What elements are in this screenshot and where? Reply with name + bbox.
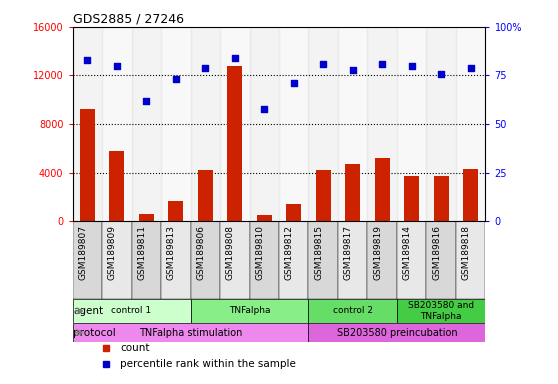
Bar bbox=[456, 27, 485, 221]
Bar bbox=[73, 323, 309, 342]
Bar bbox=[426, 221, 456, 299]
Text: protocol: protocol bbox=[73, 328, 116, 338]
Text: GSM189816: GSM189816 bbox=[432, 225, 441, 280]
Bar bbox=[73, 221, 102, 299]
Point bbox=[171, 76, 180, 83]
Bar bbox=[338, 221, 368, 299]
Bar bbox=[345, 164, 360, 221]
Bar bbox=[279, 221, 309, 299]
Text: control 2: control 2 bbox=[333, 306, 373, 315]
Bar bbox=[102, 27, 132, 221]
Bar bbox=[368, 221, 397, 299]
Bar bbox=[228, 66, 242, 221]
Bar bbox=[434, 176, 449, 221]
Bar bbox=[190, 299, 309, 323]
Bar bbox=[198, 170, 213, 221]
Text: GSM189812: GSM189812 bbox=[285, 225, 294, 280]
Bar bbox=[161, 221, 190, 299]
Bar bbox=[132, 221, 161, 299]
Bar bbox=[463, 169, 478, 221]
Point bbox=[260, 106, 269, 112]
Bar bbox=[397, 27, 426, 221]
Text: GSM189807: GSM189807 bbox=[78, 225, 87, 280]
Bar bbox=[80, 109, 95, 221]
Bar bbox=[426, 27, 456, 221]
Text: control 1: control 1 bbox=[112, 306, 152, 315]
Bar bbox=[132, 27, 161, 221]
Point bbox=[201, 65, 210, 71]
Text: agent: agent bbox=[73, 306, 103, 316]
Text: GSM189815: GSM189815 bbox=[314, 225, 323, 280]
Bar bbox=[397, 299, 485, 323]
Point bbox=[112, 63, 121, 69]
Text: GSM189813: GSM189813 bbox=[167, 225, 176, 280]
Bar bbox=[73, 27, 102, 221]
Text: GSM189808: GSM189808 bbox=[226, 225, 235, 280]
Text: TNFalpha stimulation: TNFalpha stimulation bbox=[139, 328, 242, 338]
Bar bbox=[249, 221, 279, 299]
Bar bbox=[375, 158, 389, 221]
Bar bbox=[405, 176, 419, 221]
Text: GDS2885 / 27246: GDS2885 / 27246 bbox=[73, 13, 184, 26]
Bar bbox=[309, 323, 485, 342]
Text: TNFalpha: TNFalpha bbox=[229, 306, 270, 315]
Bar bbox=[249, 27, 279, 221]
Text: percentile rank within the sample: percentile rank within the sample bbox=[120, 359, 296, 369]
Bar bbox=[338, 27, 368, 221]
Text: GSM189810: GSM189810 bbox=[255, 225, 264, 280]
Bar bbox=[139, 214, 153, 221]
Bar bbox=[190, 221, 220, 299]
Text: SB203580 preincubation: SB203580 preincubation bbox=[336, 328, 458, 338]
Bar bbox=[309, 27, 338, 221]
Point bbox=[466, 65, 475, 71]
Bar bbox=[109, 151, 124, 221]
Bar bbox=[220, 221, 249, 299]
Text: count: count bbox=[120, 343, 150, 353]
Bar bbox=[397, 221, 426, 299]
Point bbox=[378, 61, 387, 67]
Point bbox=[319, 61, 328, 67]
Point bbox=[83, 57, 92, 63]
Bar bbox=[73, 299, 190, 323]
Text: GSM189817: GSM189817 bbox=[344, 225, 353, 280]
Text: GSM189814: GSM189814 bbox=[403, 225, 412, 280]
Text: GSM189819: GSM189819 bbox=[373, 225, 382, 280]
Bar bbox=[220, 27, 249, 221]
Text: GSM189809: GSM189809 bbox=[108, 225, 117, 280]
Point bbox=[289, 80, 298, 86]
Point bbox=[348, 66, 357, 73]
Point bbox=[407, 63, 416, 69]
Text: GSM189818: GSM189818 bbox=[461, 225, 471, 280]
Point bbox=[142, 98, 151, 104]
Text: GSM189806: GSM189806 bbox=[196, 225, 205, 280]
Text: GSM189811: GSM189811 bbox=[137, 225, 146, 280]
Bar bbox=[316, 170, 330, 221]
Bar bbox=[309, 221, 338, 299]
Bar bbox=[279, 27, 309, 221]
Bar bbox=[257, 215, 272, 221]
Bar bbox=[161, 27, 190, 221]
Bar bbox=[169, 200, 183, 221]
Bar bbox=[102, 221, 132, 299]
Point bbox=[437, 71, 446, 77]
Bar bbox=[309, 299, 397, 323]
Bar bbox=[286, 204, 301, 221]
Bar bbox=[456, 221, 485, 299]
Bar bbox=[190, 27, 220, 221]
Text: SB203580 and
TNFalpha: SB203580 and TNFalpha bbox=[408, 301, 474, 321]
Point bbox=[230, 55, 239, 61]
Bar bbox=[368, 27, 397, 221]
